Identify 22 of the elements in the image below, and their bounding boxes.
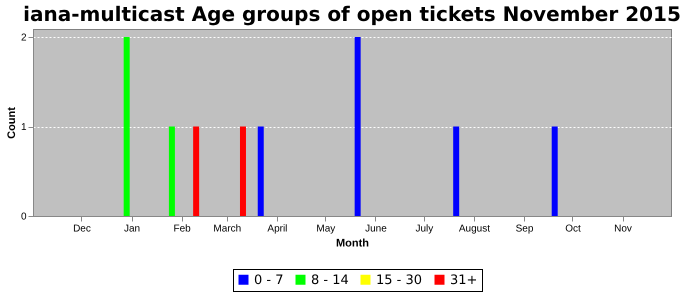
x-tick-label: Oct [565, 224, 581, 234]
x-tick-label: Dec [73, 224, 91, 234]
x-tick-label: Feb [173, 224, 192, 234]
y-tick-label: 0 [20, 212, 27, 222]
legend-label: 15 - 30 [376, 272, 422, 288]
x-tick-label: Nov [614, 224, 632, 234]
x-axis-title: Month [336, 238, 370, 250]
legend-label: 31+ [450, 272, 478, 288]
x-tick-label: Sep [516, 224, 534, 234]
x-tick-label: June [365, 224, 388, 234]
chart-title: iana-multicast Age groups of open tickets November 2015 [23, 2, 681, 26]
legend-label: 8 - 14 [311, 272, 349, 288]
y-tick-label: 1 [20, 122, 27, 134]
x-tick-label: April [267, 224, 288, 234]
x-tick-label: August [458, 224, 490, 234]
y-tick-label: 2 [20, 32, 27, 44]
x-tick-label: July [415, 224, 434, 234]
x-tick-label: Jan [124, 224, 140, 234]
legend-label: 0 - 7 [254, 272, 284, 288]
x-tick-label: March [213, 224, 242, 234]
y-axis-title: Count [6, 106, 18, 139]
x-tick-label: May [316, 224, 336, 234]
